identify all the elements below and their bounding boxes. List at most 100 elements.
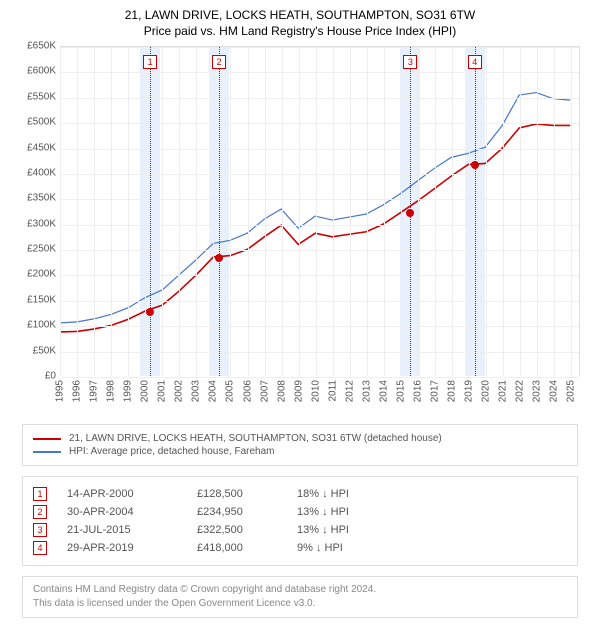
- table-marker-box: 4: [33, 541, 47, 555]
- table-price: £128,500: [197, 488, 297, 500]
- table-row: 230-APR-2004£234,95013% ↓ HPI: [33, 505, 567, 519]
- gridline-v: [145, 47, 146, 376]
- gridline-v: [111, 47, 112, 376]
- x-axis: 1995199619971998199920002001200220032004…: [60, 376, 580, 416]
- x-tick-label: 1996: [72, 380, 83, 402]
- y-tick-label: £300K: [27, 218, 56, 229]
- table-pct: 13% ↓ HPI: [297, 524, 387, 536]
- gridline-v: [196, 47, 197, 376]
- table-marker-box: 1: [33, 487, 47, 501]
- x-tick-label: 1995: [55, 380, 66, 402]
- gridline-h: [60, 47, 579, 48]
- table-date: 29-APR-2019: [67, 542, 197, 554]
- sale-dot: [215, 254, 223, 262]
- x-tick-label: 2000: [140, 380, 151, 402]
- gridline-v: [384, 47, 385, 376]
- page-title: 21, LAWN DRIVE, LOCKS HEATH, SOUTHAMPTON…: [8, 8, 592, 22]
- chart: £0£50K£100K£150K£200K£250K£300K£350K£400…: [20, 46, 580, 416]
- sale-marker-line: [475, 47, 476, 376]
- gridline-v: [77, 47, 78, 376]
- x-tick-label: 2021: [498, 380, 509, 402]
- sale-dot: [406, 209, 414, 217]
- table-price: £418,000: [197, 542, 297, 554]
- y-tick-label: £50K: [33, 345, 56, 356]
- gridline-h: [60, 275, 579, 276]
- x-tick-label: 2023: [532, 380, 543, 402]
- gridline-v: [503, 47, 504, 376]
- x-tick-label: 2007: [259, 380, 270, 402]
- footer: Contains HM Land Registry data © Crown c…: [22, 576, 578, 618]
- gridline-h: [60, 250, 579, 251]
- legend: 21, LAWN DRIVE, LOCKS HEATH, SOUTHAMPTON…: [22, 424, 578, 466]
- gridline-h: [60, 149, 579, 150]
- gridline-h: [60, 301, 579, 302]
- plot-area: 1 2 3 4: [60, 46, 580, 376]
- sale-marker-box: 2: [212, 55, 226, 69]
- gridline-v: [571, 47, 572, 376]
- table-row: 1 14-APR-2000£128,50018% ↓ HPI: [33, 487, 567, 501]
- x-tick-label: 2017: [430, 380, 441, 402]
- y-tick-label: £150K: [27, 294, 56, 305]
- table-row: 4 29-APR-2019£418,0009% ↓ HPI: [33, 541, 567, 555]
- x-tick-label: 2013: [361, 380, 372, 402]
- gridline-v: [452, 47, 453, 376]
- table-pct: 9% ↓ HPI: [297, 542, 387, 554]
- x-tick-label: 1999: [123, 380, 134, 402]
- gridline-v: [282, 47, 283, 376]
- table-pct: 18% ↓ HPI: [297, 488, 387, 500]
- gridline-h: [60, 174, 579, 175]
- legend-label: HPI: Average price, detached house, Fare…: [69, 446, 275, 457]
- y-tick-label: £550K: [27, 91, 56, 102]
- x-tick-label: 2002: [174, 380, 185, 402]
- legend-label: 21, LAWN DRIVE, LOCKS HEATH, SOUTHAMPTON…: [69, 433, 442, 444]
- table-date: 21-JUL-2015: [67, 524, 197, 536]
- y-tick-label: £650K: [27, 41, 56, 52]
- x-tick-label: 2001: [157, 380, 168, 402]
- x-tick-label: 2015: [395, 380, 406, 402]
- x-tick-label: 1998: [106, 380, 117, 402]
- gridline-v: [179, 47, 180, 376]
- y-tick-label: £500K: [27, 117, 56, 128]
- x-tick-label: 2020: [481, 380, 492, 402]
- sale-dot: [146, 308, 154, 316]
- x-tick-label: 2016: [413, 380, 424, 402]
- gridline-v: [94, 47, 95, 376]
- gridline-v: [486, 47, 487, 376]
- legend-row: 21, LAWN DRIVE, LOCKS HEATH, SOUTHAMPTON…: [33, 433, 567, 444]
- gridline-v: [60, 47, 61, 376]
- table-marker-box: 2: [33, 505, 47, 519]
- sale-marker-box: 1: [143, 55, 157, 69]
- x-tick-label: 2025: [566, 380, 577, 402]
- x-tick-label: 2008: [276, 380, 287, 402]
- y-tick-label: £200K: [27, 269, 56, 280]
- sale-dot: [471, 161, 479, 169]
- x-tick-label: 2012: [344, 380, 355, 402]
- sale-marker-line: [150, 47, 151, 376]
- gridline-v: [367, 47, 368, 376]
- table-row: 321-JUL-2015£322,50013% ↓ HPI: [33, 523, 567, 537]
- sale-marker-box: 4: [468, 55, 482, 69]
- gridline-v: [469, 47, 470, 376]
- table-date: 30-APR-2004: [67, 506, 197, 518]
- x-tick-label: 2022: [515, 380, 526, 402]
- x-tick-label: 2010: [310, 380, 321, 402]
- y-tick-label: £350K: [27, 193, 56, 204]
- sale-marker-box: 3: [403, 55, 417, 69]
- gridline-v: [418, 47, 419, 376]
- gridline-h: [60, 225, 579, 226]
- table-pct: 13% ↓ HPI: [297, 506, 387, 518]
- y-axis: £0£50K£100K£150K£200K£250K£300K£350K£400…: [20, 46, 60, 376]
- gridline-v: [350, 47, 351, 376]
- gridline-h: [60, 72, 579, 73]
- y-tick-label: £450K: [27, 142, 56, 153]
- footer-line: This data is licensed under the Open Gov…: [33, 597, 567, 611]
- sales-table: 1 14-APR-2000£128,50018% ↓ HPI 2 30-APR-200…: [22, 476, 578, 566]
- gridline-v: [333, 47, 334, 376]
- y-tick-label: £250K: [27, 244, 56, 255]
- table-date: 14-APR-2000: [67, 488, 197, 500]
- legend-swatch: [33, 438, 61, 440]
- gridline-h: [60, 98, 579, 99]
- gridline-v: [299, 47, 300, 376]
- gridline-v: [401, 47, 402, 376]
- table-marker-box: 3: [33, 523, 47, 537]
